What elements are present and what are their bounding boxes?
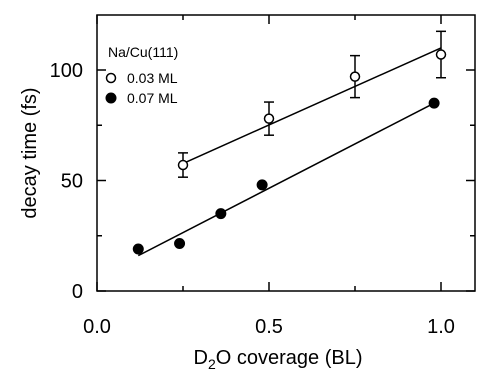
data-point-open [349,71,361,82]
x-tick-label: 0.0 [83,316,111,338]
legend-marker-open [105,72,117,84]
fit-line-series-1 [137,102,435,257]
x-axis-title-post: O coverage (BL) [216,347,363,369]
fit-lines [137,47,442,257]
data-point-filled [132,243,144,255]
data-points [132,49,447,255]
data-point-filled [256,179,268,191]
error-bars [178,30,446,178]
tick-labels: 0.0 0.5 1.0 0 50 100 [50,60,455,338]
y-tick-label: 50 [61,171,83,193]
x-tick-label: 0.5 [255,316,283,338]
legend-label-0-03-ml: 0.03 ML [127,70,178,86]
data-point-open [435,49,447,60]
x-axis-title: D2O coverage (BL) [194,347,363,369]
data-point-filled [428,97,440,109]
y-tick-label: 0 [72,281,83,303]
data-point-open [263,113,275,124]
y-axis-title: decay time (fs) [19,87,41,218]
fit-line-series-0 [179,47,442,166]
x-tick-label: 1.0 [427,316,455,338]
legend-title: Na/Cu(111) [108,44,178,60]
axis-ticks [96,15,475,292]
data-point-open [177,159,189,171]
legend-marker-filled [105,92,117,104]
legend-label-0-07-ml: 0.07 ML [127,90,178,106]
data-point-filled [174,237,186,249]
x-axis-title-sub: 2 [208,356,216,369]
legend: Na/Cu(111) 0.03 ML 0.07 ML [105,44,178,106]
y-tick-label: 100 [50,60,83,82]
data-point-filled [215,208,227,220]
x-axis-title-pre: D [194,347,208,369]
plot-frame [96,14,476,292]
